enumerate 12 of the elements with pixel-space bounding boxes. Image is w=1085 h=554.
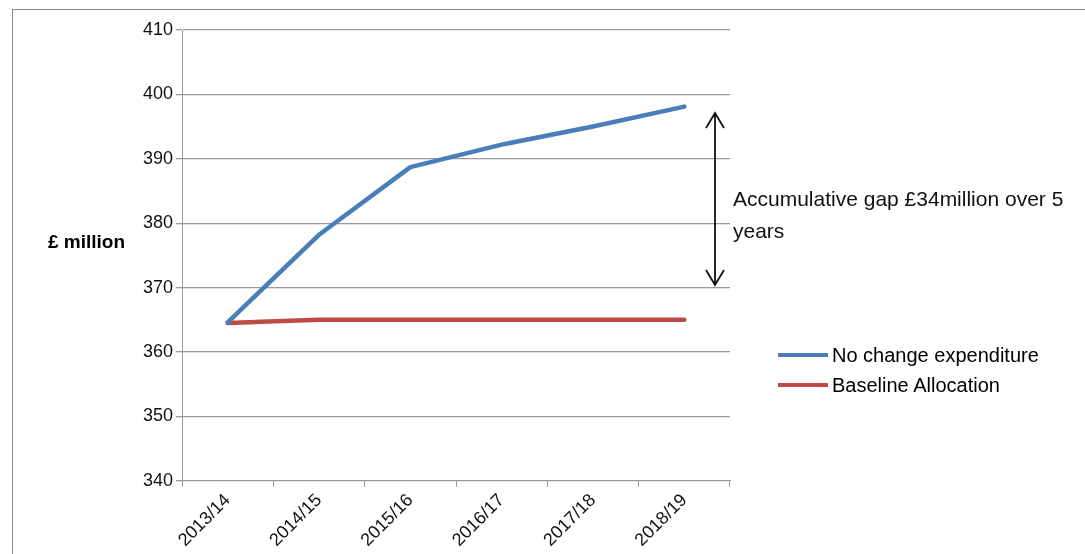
y-axis-title: £ million: [48, 231, 126, 253]
y-tick-label: 380: [142, 212, 174, 233]
y-tick-label: 370: [142, 276, 174, 297]
legend-label: No change expenditure: [832, 343, 1039, 367]
y-tick-label: 390: [142, 147, 174, 168]
y-tick-label: 400: [142, 83, 174, 104]
legend-label: Baseline Allocation: [832, 373, 1000, 397]
y-tick-label: 360: [142, 340, 174, 361]
y-tick-label: 340: [142, 469, 174, 490]
y-tick-label: 350: [142, 405, 174, 426]
y-tick-label: 410: [142, 18, 174, 39]
text: Accumulative gap £34million over 5 years: [733, 186, 1065, 244]
